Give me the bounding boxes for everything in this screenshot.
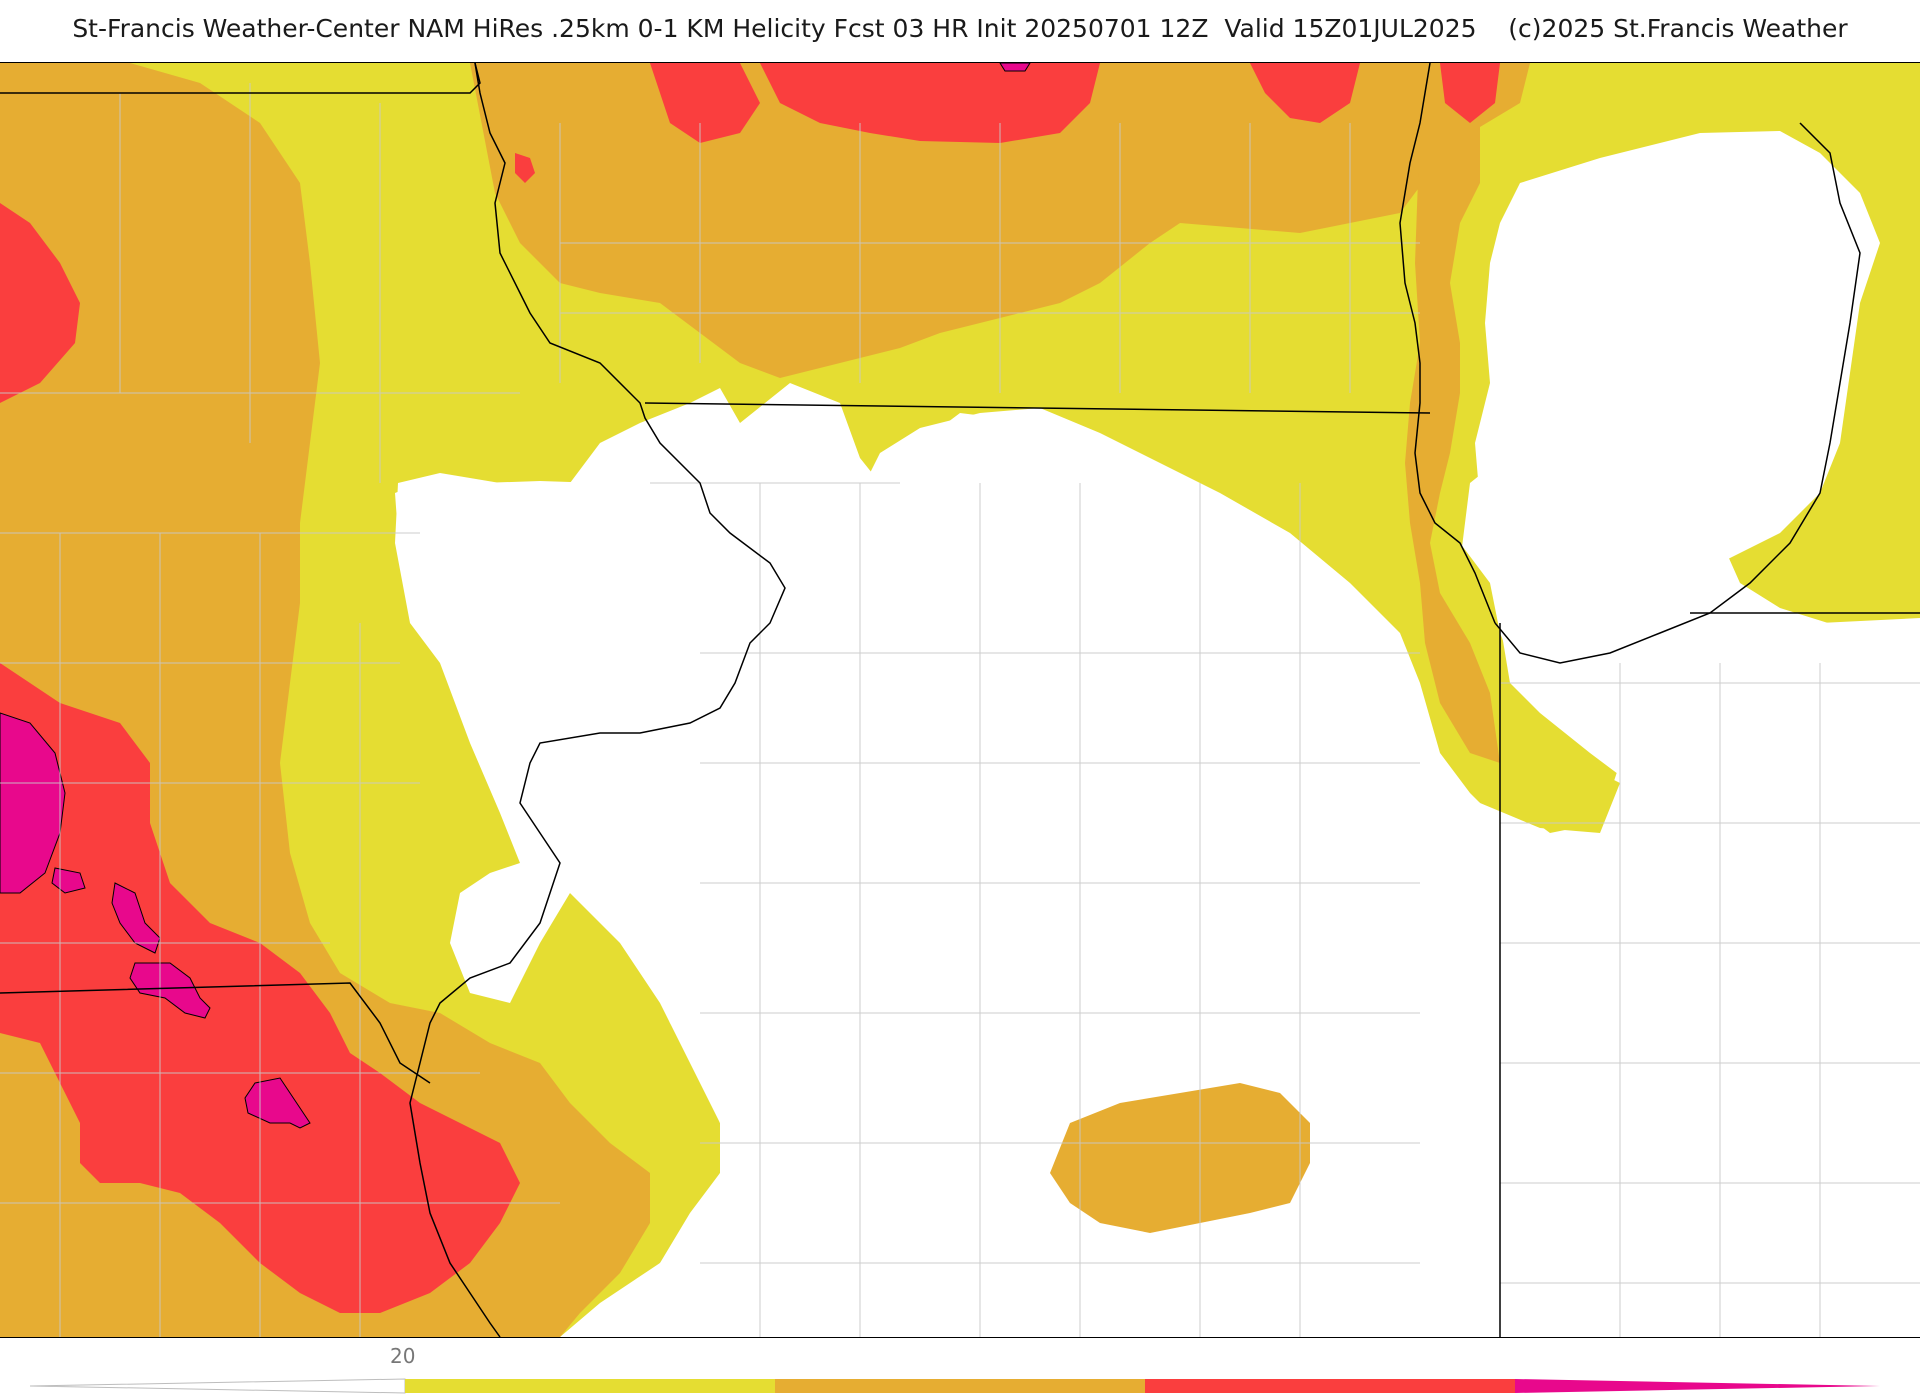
red-region-north-4 [1440, 63, 1500, 123]
county-line [1500, 663, 1920, 1337]
state-border-east-river [1399, 63, 1496, 624]
red-region-north-2 [760, 63, 1100, 143]
colorbar-bin-red [1145, 1379, 1515, 1393]
helicity-80-plus-region [0, 63, 1031, 1129]
magenta-region-north [999, 63, 1031, 72]
state-borders [0, 63, 1920, 1337]
colorbar-bin-yellow [405, 1379, 775, 1393]
magenta-region-blob-2 [111, 882, 161, 954]
map-frame [0, 62, 1920, 1338]
red-region-north-3 [1250, 63, 1360, 123]
magenta-region-blob-3 [129, 962, 211, 1019]
orange-region-east-strip [1405, 103, 1500, 763]
red-region-north-1 [650, 63, 760, 143]
county-line [0, 83, 560, 1337]
red-region-northwest [0, 203, 80, 403]
state-border-northwest [0, 63, 481, 94]
state-border-river-west [409, 63, 786, 1337]
colorbar-bin-orange [775, 1379, 1145, 1393]
red-region-small [515, 153, 535, 183]
orange-region-south [1050, 1083, 1310, 1233]
helicity-map [0, 63, 1920, 1337]
white-region-south-carve [900, 963, 1510, 1337]
state-border-north-central [644, 402, 1431, 414]
county-borders [0, 83, 1920, 1337]
magenta-region-blob-4 [244, 1077, 311, 1129]
colorbar-tick-label: 20 [390, 1344, 416, 1368]
white-region-east [1500, 618, 1920, 1337]
state-border-lake-shore [1494, 122, 1861, 664]
map-title: St-Francis Weather-Center NAM HiRes .25k… [72, 14, 1848, 43]
state-border-southwest [0, 982, 431, 1084]
colorbar-bin-magenta [1515, 1379, 1880, 1393]
county-line [650, 482, 1420, 1337]
lake-water [1475, 131, 1880, 588]
colorbar-low-triangle [29, 1378, 406, 1394]
county-line [559, 123, 1420, 393]
colorbar [29, 1378, 1880, 1394]
